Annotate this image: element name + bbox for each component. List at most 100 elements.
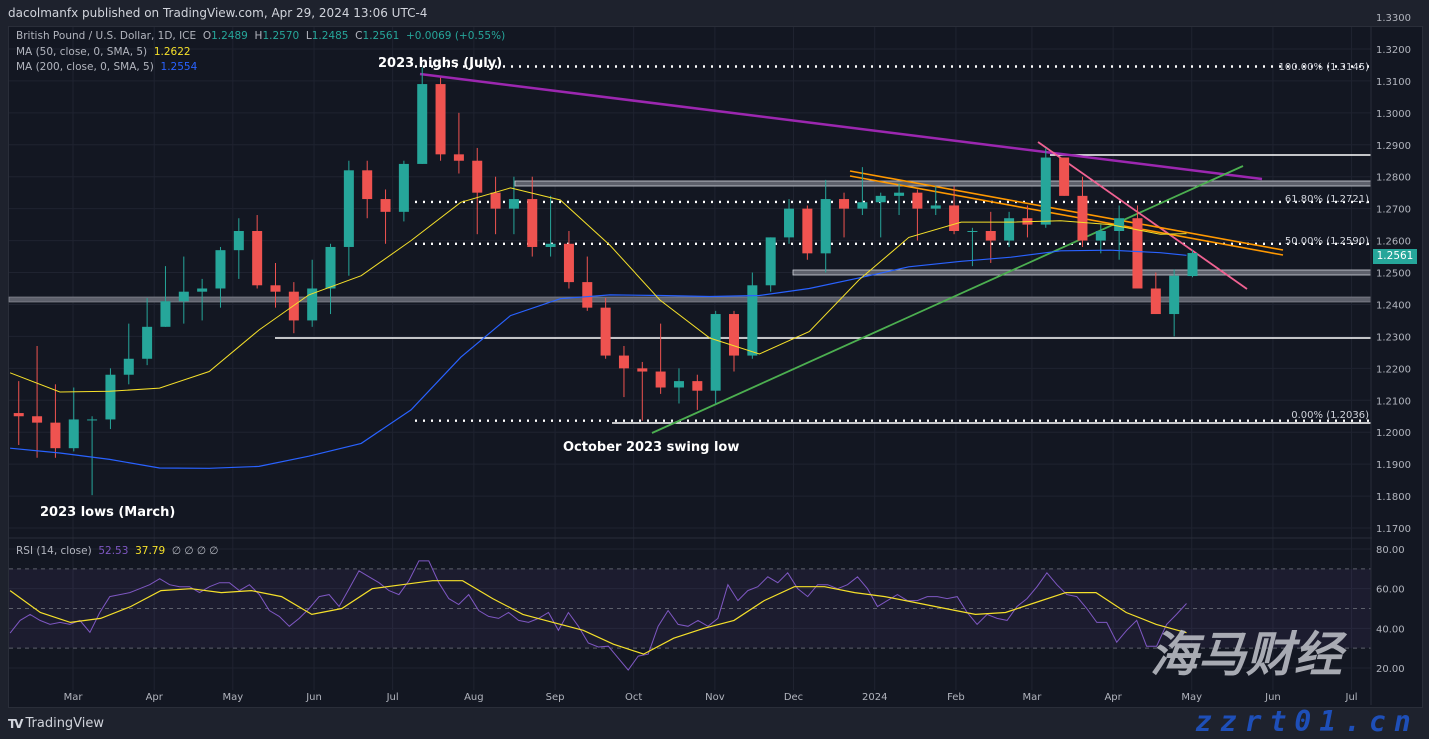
time-tick-label: May bbox=[222, 692, 243, 703]
time-tick-label: Jul bbox=[1345, 692, 1358, 703]
time-tick-label: Aug bbox=[464, 692, 484, 703]
price-tick-label: 1.2900 bbox=[1376, 141, 1411, 152]
candle bbox=[747, 272, 758, 359]
candle bbox=[1132, 205, 1143, 289]
candle bbox=[545, 195, 556, 257]
candle bbox=[288, 282, 299, 334]
candle bbox=[692, 374, 703, 410]
time-tick-label: Jun bbox=[1264, 692, 1281, 703]
candle bbox=[508, 176, 519, 235]
candle-body bbox=[270, 285, 281, 292]
candle-body bbox=[380, 199, 391, 212]
candle-body bbox=[985, 230, 996, 241]
published-line: dacolmanfx published on TradingView.com,… bbox=[8, 6, 428, 20]
candle bbox=[1004, 211, 1015, 247]
rsi-ma-value: 37.79 bbox=[135, 545, 166, 557]
price-axis[interactable] bbox=[1372, 27, 1420, 705]
candle-body bbox=[1095, 230, 1106, 241]
rsi-tick-label: 20.00 bbox=[1376, 664, 1405, 675]
candle-body bbox=[288, 291, 299, 321]
fib-label-618: 61.80% (1.2721) bbox=[1285, 194, 1369, 205]
support-zone-1.2430 bbox=[8, 296, 1372, 303]
candles bbox=[13, 67, 1198, 496]
candle bbox=[105, 368, 116, 430]
price-tick-label: 1.2800 bbox=[1376, 173, 1411, 184]
rsi-line bbox=[9, 560, 1187, 671]
candle bbox=[362, 160, 373, 219]
price-tick-label: 1.2100 bbox=[1376, 396, 1411, 407]
price-tick-label: 1.3100 bbox=[1376, 77, 1411, 88]
fib-lines bbox=[415, 65, 1371, 422]
candle bbox=[930, 186, 941, 216]
price-tick-label: 1.2200 bbox=[1376, 364, 1411, 375]
tradingview-logo-icon: TV bbox=[8, 716, 24, 731]
time-tick-label: Jun bbox=[305, 692, 322, 703]
resistance-zone-1.2800 bbox=[514, 180, 1372, 187]
purple-trendline bbox=[419, 72, 1263, 181]
candle-body bbox=[87, 419, 98, 421]
time-tick-label: Mar bbox=[1022, 692, 1042, 703]
candle-body bbox=[508, 199, 519, 209]
candle-body bbox=[1132, 218, 1143, 289]
candle bbox=[68, 387, 79, 452]
candle bbox=[123, 323, 134, 385]
candle bbox=[490, 176, 501, 235]
candle-body bbox=[802, 208, 813, 254]
candle-body bbox=[178, 291, 189, 302]
candle bbox=[637, 361, 648, 421]
price-tick-label: 1.3000 bbox=[1376, 109, 1411, 120]
current-price-tag: 1.2561 bbox=[1373, 249, 1417, 264]
candle-body bbox=[912, 192, 923, 209]
ma50-legend[interactable]: MA (50, close, 0, SMA, 5) 1.2622 bbox=[16, 46, 191, 58]
candle bbox=[582, 256, 593, 311]
symbol-legend[interactable]: British Pound / U.S. Dollar, 1D, ICE O1.… bbox=[16, 30, 506, 42]
candle-body bbox=[1169, 275, 1180, 315]
rsi-ma-line bbox=[9, 580, 1187, 655]
fib-label-0: 0.00% (1.2036) bbox=[1291, 410, 1369, 421]
price-axis-ticks: 1.3300 1.3200 1.3100 1.3000 1.2900 1.2800 1.27… bbox=[1376, 13, 1411, 675]
candle-body bbox=[233, 230, 244, 251]
candle bbox=[729, 310, 739, 372]
annotation-highs: 2023 highs (July) bbox=[378, 56, 502, 71]
candle bbox=[1059, 157, 1070, 196]
tradingview-footer[interactable]: TV TradingView bbox=[8, 716, 104, 731]
price-tick-label: 1.2300 bbox=[1376, 332, 1411, 343]
candle bbox=[178, 256, 189, 324]
candle-body bbox=[32, 416, 43, 423]
candle-body bbox=[949, 205, 960, 231]
candle bbox=[417, 67, 428, 164]
ma200-line bbox=[10, 249, 1187, 469]
drawings bbox=[8, 65, 1372, 434]
candle bbox=[563, 230, 574, 289]
annotation-swing-low: October 2023 swing low bbox=[563, 440, 739, 455]
candle-body bbox=[453, 154, 464, 161]
candle bbox=[50, 384, 61, 458]
candle bbox=[710, 310, 721, 404]
candle bbox=[1150, 272, 1161, 315]
candle-body bbox=[600, 307, 611, 356]
candle bbox=[270, 262, 281, 308]
candle-body bbox=[362, 170, 373, 200]
candle-body bbox=[692, 381, 703, 391]
candle bbox=[215, 246, 226, 308]
candle bbox=[142, 298, 153, 366]
close-value: 1.2561 bbox=[362, 30, 400, 42]
annotations: 2023 highs (July) October 2023 swing low… bbox=[40, 56, 739, 520]
candle bbox=[13, 381, 24, 445]
rsi-legend[interactable]: RSI (14, close) 52.53 37.79 ∅ ∅ ∅ ∅ bbox=[16, 545, 219, 557]
time-axis-ticks: Mar Apr May Jun Jul Aug Sep Oct Nov Dec 2024 Feb Mar… bbox=[64, 692, 1358, 703]
time-tick-label: Sep bbox=[546, 692, 565, 703]
ma200-legend[interactable]: MA (200, close, 0, SMA, 5) 1.2554 bbox=[16, 61, 198, 73]
candle-body bbox=[105, 374, 116, 420]
candle-body bbox=[398, 163, 409, 212]
open-value: 1.2489 bbox=[211, 30, 248, 42]
candle-body bbox=[197, 288, 208, 292]
rsi-bands bbox=[9, 568, 1371, 649]
candle bbox=[839, 192, 850, 238]
change-value: +0.0069 (+0.55%) bbox=[405, 30, 506, 42]
candle bbox=[1114, 205, 1125, 260]
candle bbox=[1187, 250, 1198, 278]
candle bbox=[1077, 176, 1088, 247]
candle-body bbox=[50, 422, 61, 449]
